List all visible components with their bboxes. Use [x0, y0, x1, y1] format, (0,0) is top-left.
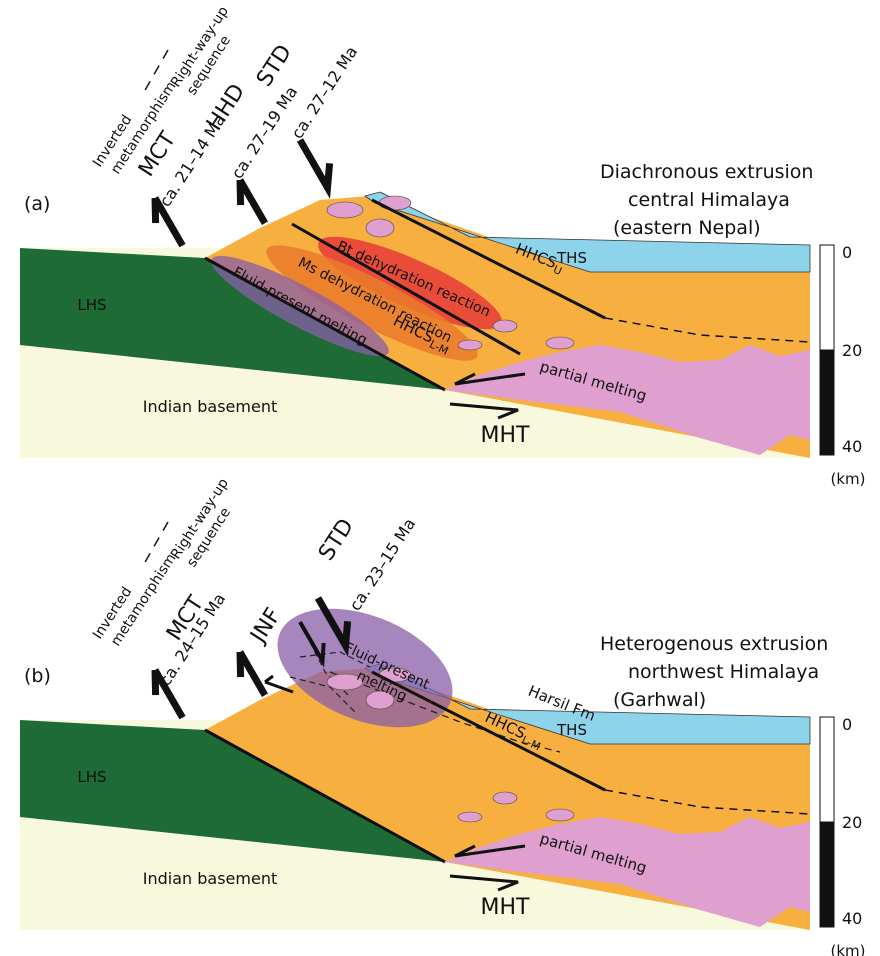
fault-name: STD — [252, 40, 297, 91]
title-line: central Himalaya — [628, 189, 790, 211]
unit-label: Indian basement — [143, 869, 277, 888]
title-line: (eastern Nepal) — [613, 217, 761, 239]
melt-pod — [327, 202, 363, 218]
scale-tick: 0 — [842, 243, 852, 262]
unit-label: LHS — [77, 296, 106, 314]
scale-tick: 20 — [842, 341, 862, 360]
melt-pod — [493, 792, 517, 804]
scale-white — [820, 245, 834, 350]
melt-pod — [458, 340, 482, 350]
shear-arrow — [230, 180, 265, 229]
scale-black — [820, 822, 834, 927]
scale-tick: 40 — [842, 909, 862, 928]
shear-arrow — [230, 652, 265, 701]
unit-label: LHS — [77, 768, 106, 786]
melt-pod — [546, 337, 574, 349]
melt-pod — [366, 219, 394, 237]
fault-name: HHD — [202, 80, 250, 136]
scale-unit: (km) — [830, 942, 865, 956]
melt-pod — [458, 812, 482, 822]
scale-tick: 0 — [842, 715, 852, 734]
scale-black — [820, 350, 834, 455]
fault-name: STD — [314, 514, 359, 565]
title-line: (Garhwal) — [613, 689, 706, 711]
unit-label: MHT — [481, 895, 531, 920]
scale-white — [820, 717, 834, 822]
panel-label: (a) — [24, 193, 50, 215]
scale-tick: 20 — [842, 813, 862, 832]
panel-label: (b) — [24, 665, 51, 687]
jnf-arrow-small — [265, 676, 293, 692]
melt-pod — [493, 320, 517, 332]
unit-label: Indian basement — [143, 397, 277, 416]
unit-label: THS — [556, 721, 587, 739]
melt-pod — [546, 809, 574, 821]
title-line: Diachronous extrusion — [600, 161, 813, 183]
shear-arrow — [300, 133, 340, 188]
title-line: Heterogenous extrusion — [600, 633, 828, 655]
title-line: northwest Himalaya — [628, 661, 819, 683]
melt-pod — [379, 196, 411, 210]
figure: 0 20 40 (km) (a) Diachronous extrusion central… — [0, 0, 880, 956]
scale-tick: 40 — [842, 437, 862, 456]
scale-unit: (km) — [830, 470, 865, 488]
unit-label: MHT — [481, 423, 531, 448]
